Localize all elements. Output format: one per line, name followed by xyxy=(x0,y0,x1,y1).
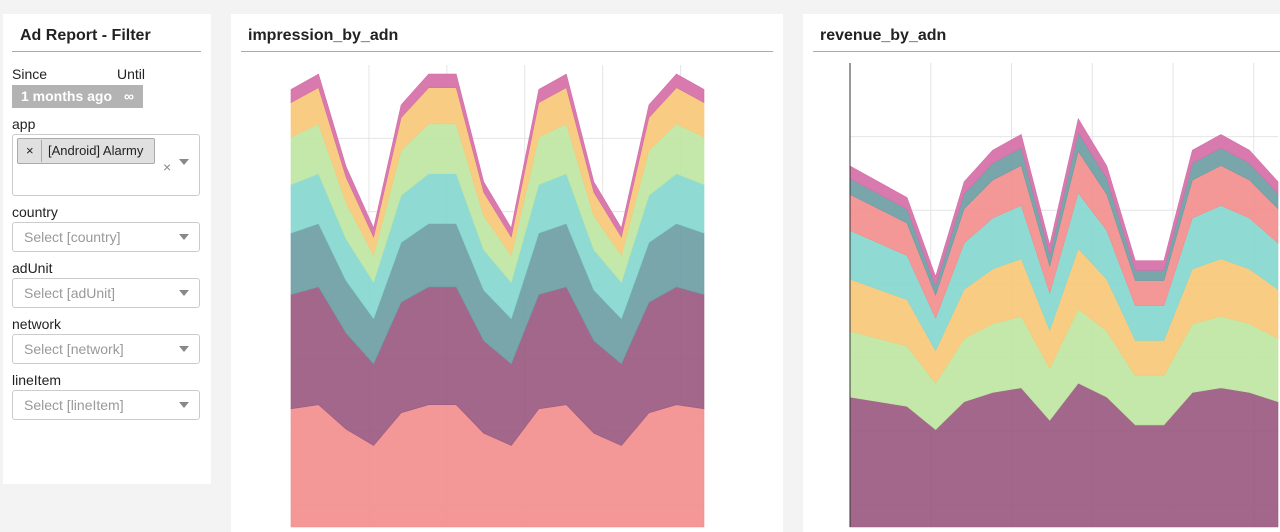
field-label: lineItem xyxy=(12,372,62,388)
area xyxy=(849,117,1279,287)
placeholder: Select [lineItem] xyxy=(24,397,124,413)
placeholder: Select [country] xyxy=(24,229,121,245)
caret[interactable] xyxy=(179,159,189,165)
caret[interactable] xyxy=(179,346,189,352)
since-label: Since xyxy=(12,66,48,82)
placeholder: Select [network] xyxy=(24,341,124,357)
since-value[interactable]: 1 months ago xyxy=(21,88,113,104)
select[interactable]: Select [adUnit] xyxy=(12,278,200,308)
field-label: adUnit xyxy=(12,260,53,276)
tag-label: [Android] Alarmy xyxy=(48,143,144,158)
field-label: network xyxy=(12,316,62,332)
select[interactable]: Select [lineItem] xyxy=(12,390,200,420)
filter-title: Ad Report - Filter xyxy=(20,27,151,44)
caret[interactable] xyxy=(179,234,189,240)
select[interactable]: Select [network] xyxy=(12,334,200,364)
area xyxy=(290,73,705,239)
app-select[interactable]: × [Android] Alarmy × xyxy=(12,134,200,196)
field-label: country xyxy=(12,204,58,220)
caret[interactable] xyxy=(179,402,189,408)
select[interactable]: Select [country] xyxy=(12,222,200,252)
divider xyxy=(241,51,773,52)
tag-sep xyxy=(41,140,42,162)
placeholder: Select [adUnit] xyxy=(24,285,116,301)
field-label: app xyxy=(12,116,36,132)
until-label: Until xyxy=(117,66,146,82)
divider xyxy=(12,51,201,52)
tag[interactable]: × [Android] Alarmy xyxy=(17,138,155,164)
filter-panel: Ad Report - Filter Since Until 1 months … xyxy=(3,14,211,484)
tag-remove[interactable]: × xyxy=(26,143,34,158)
chart-title: impression_by_adn xyxy=(248,27,399,44)
divider xyxy=(813,51,1280,52)
caret[interactable] xyxy=(179,290,189,296)
until-value[interactable]: ∞ xyxy=(124,88,134,104)
date-range[interactable]: 1 months ago ∞ xyxy=(12,85,143,108)
clear[interactable]: × xyxy=(163,159,172,175)
chart-title: revenue_by_adn xyxy=(820,27,947,44)
